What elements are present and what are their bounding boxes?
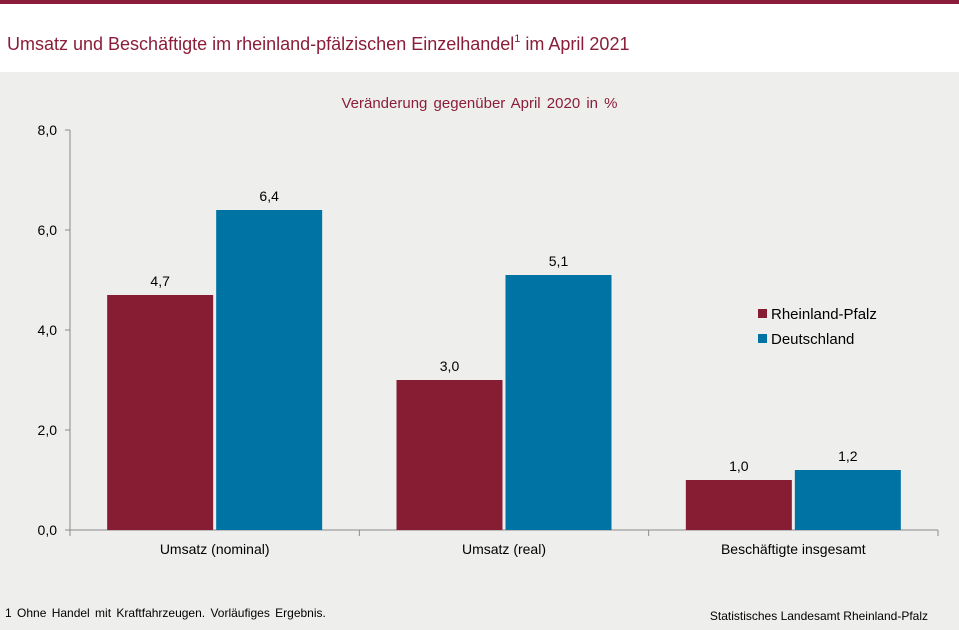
legend-swatch <box>758 309 767 318</box>
footnote-marker: 1 <box>514 33 521 45</box>
legend-swatch <box>758 334 767 343</box>
chart-title: Umsatz und Beschäftigte im rheinland-pfä… <box>7 33 630 55</box>
bar-rheinland-pfalz <box>685 480 792 530</box>
footnote: 1 Ohne Handel mit Kraftfahrzeugen. Vorlä… <box>5 606 326 620</box>
legend-label: Deutschland <box>771 331 854 348</box>
source-credit: Statistisches Landesamt Rheinland-Pfalz <box>709 609 928 623</box>
legend-label: Rheinland-Pfalz <box>771 306 877 323</box>
y-tick-label: 8,0 <box>38 122 58 138</box>
bar-deutschland <box>505 275 612 530</box>
x-category-label: Beschäftigte insgesamt <box>721 541 866 557</box>
data-label: 4,7 <box>150 273 170 289</box>
bar-deutschland <box>216 210 323 530</box>
bar-rheinland-pfalz <box>396 380 503 530</box>
data-label: 6,4 <box>259 188 279 204</box>
y-tick-label: 2,0 <box>38 422 58 438</box>
data-label: 1,2 <box>838 448 858 464</box>
title-bar: Umsatz und Beschäftigte im rheinland-pfä… <box>0 4 959 72</box>
bar-rheinland-pfalz <box>107 295 214 530</box>
data-label: 5,1 <box>549 253 569 269</box>
y-tick-label: 4,0 <box>38 322 58 338</box>
bar-deutschland <box>794 470 901 530</box>
data-label: 3,0 <box>440 358 460 374</box>
y-tick-label: 0,0 <box>38 522 58 538</box>
data-label: 1,0 <box>729 458 749 474</box>
chart-subtitle: Veränderung gegenüber April 2020 in % <box>341 95 618 112</box>
x-category-label: Umsatz (nominal) <box>160 541 270 557</box>
x-category-label: Umsatz (real) <box>462 541 546 557</box>
top-accent-bar <box>0 0 959 4</box>
y-tick-label: 6,0 <box>38 222 58 238</box>
